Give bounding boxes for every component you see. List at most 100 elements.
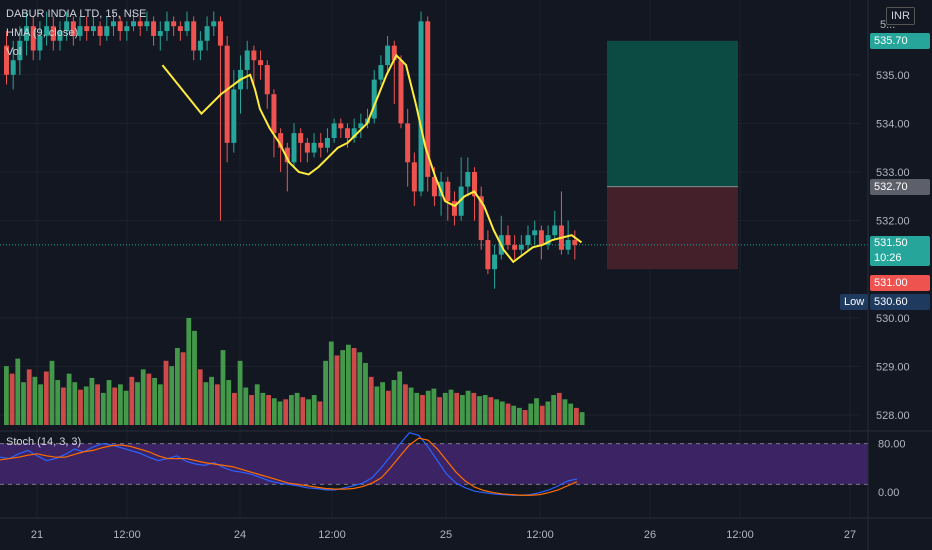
volume-bar [425, 390, 431, 425]
candle-body [110, 21, 116, 27]
time-tick-label: 26 [644, 529, 656, 541]
volume-bar [32, 376, 38, 425]
volume-bar [112, 387, 118, 425]
volume-bar [266, 395, 271, 425]
volume-bar [146, 373, 152, 425]
volume-bar [135, 382, 140, 425]
candle-body [157, 31, 163, 36]
candle-body [451, 201, 457, 216]
volume-bar [517, 407, 522, 425]
candle-body [418, 21, 424, 192]
candle-body [84, 26, 90, 32]
candle-body [70, 21, 76, 36]
candle-body [64, 21, 70, 32]
candle-body [552, 225, 558, 236]
symbol-title[interactable]: DABUR INDIA LTD, 15, NSE [6, 8, 147, 20]
volume-bar [579, 412, 585, 425]
volume-bar [254, 384, 260, 425]
candle-body [291, 133, 297, 163]
volume-bar [260, 392, 266, 425]
volume-bar [129, 376, 135, 425]
volume-bar [368, 376, 374, 425]
candle-body [44, 26, 50, 36]
candle-body [131, 21, 137, 27]
volume-bar [391, 380, 397, 425]
candle-body [465, 172, 471, 187]
candle-body [391, 45, 397, 61]
candle-body [532, 230, 538, 236]
volume-bar [89, 377, 95, 425]
volume-bar [294, 392, 300, 425]
volume-bar [351, 347, 357, 425]
candle-body [117, 21, 123, 32]
candle-body [37, 35, 43, 51]
volume-bar [380, 382, 385, 425]
candle-body [485, 240, 491, 270]
currency-badge[interactable]: INR [886, 7, 915, 25]
candle-body [24, 26, 30, 41]
candle-body [545, 235, 551, 245]
volume-bar [61, 387, 66, 425]
volume-bar [357, 352, 363, 425]
volume-bar [118, 384, 123, 425]
low-value-badge: 530.60 [870, 294, 930, 310]
volume-bar [180, 352, 186, 425]
candle-body [385, 45, 391, 66]
volume-legend[interactable]: Vol [6, 46, 22, 58]
volume-bar [4, 366, 9, 425]
candle-body [472, 172, 478, 197]
volume-bar [465, 390, 471, 425]
volume-bar [26, 369, 32, 425]
volume-bar [220, 350, 226, 425]
candle-body [151, 21, 157, 36]
candle-body [411, 162, 417, 192]
volume-bar [482, 395, 488, 425]
candle-body [137, 21, 143, 27]
candle-body [525, 235, 531, 245]
volume-bar [83, 386, 89, 425]
volume-bar [568, 403, 574, 425]
target-price-badge: 535.70 [870, 33, 930, 49]
volume-bar [442, 392, 448, 425]
volume-bar [66, 373, 72, 425]
candle-body [10, 60, 16, 75]
candle-body [17, 40, 23, 61]
volume-bar [43, 371, 49, 425]
volume-bar [562, 399, 568, 425]
volume-bar [78, 389, 83, 425]
candle-body [458, 186, 464, 216]
entry-price-badge: 532.70 [870, 179, 930, 195]
candle-body [311, 142, 317, 153]
volume-bar [289, 395, 294, 425]
volume-bar [545, 401, 551, 425]
volume-bar [551, 395, 556, 425]
volume-bar [448, 389, 454, 425]
candle-body [351, 128, 357, 138]
position-tool [0, 40, 868, 270]
candle-body [425, 21, 431, 177]
volume-bar [477, 396, 482, 425]
volume-bar [232, 392, 237, 425]
volume-bar [437, 397, 442, 425]
volume-bar [9, 373, 15, 425]
candle-body [231, 89, 237, 143]
volume-bar [38, 384, 43, 425]
price-tick-label: 5... [880, 19, 895, 31]
hma-legend[interactable]: HMA (9, close) [6, 27, 79, 39]
volume-bar [511, 405, 517, 425]
candle-body [224, 45, 230, 143]
time-tick-label: 12:00 [113, 529, 141, 541]
volume-bar [397, 371, 403, 425]
candle-body [331, 123, 337, 138]
volume-bar [317, 401, 323, 425]
candle-body [57, 31, 63, 41]
time-tick-label: 27 [844, 529, 856, 541]
volume-bar [100, 392, 106, 425]
time-tick-label: 24 [234, 529, 246, 541]
volume-bar [488, 397, 494, 425]
volume-bar [169, 366, 175, 425]
stoch-legend[interactable]: Stoch (14, 3, 3) [6, 436, 82, 448]
